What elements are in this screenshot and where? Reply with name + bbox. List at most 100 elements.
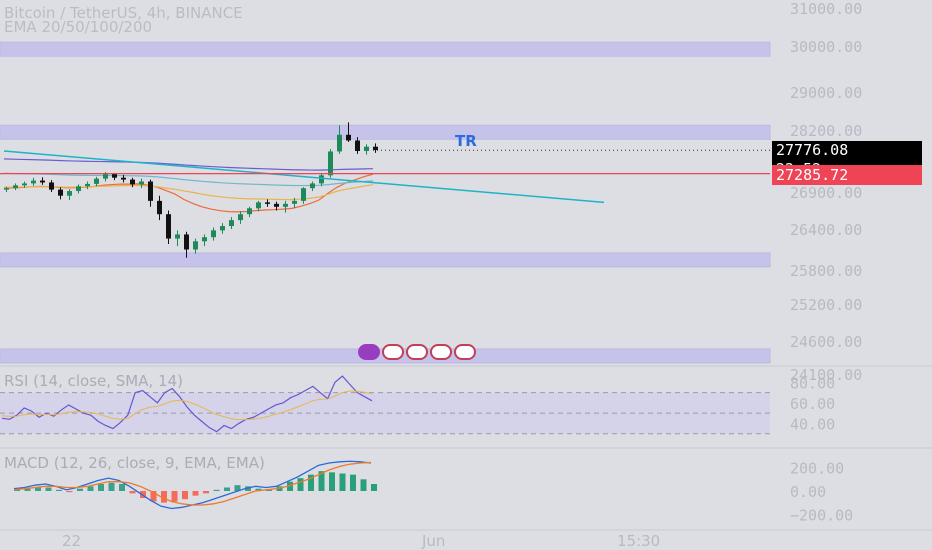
macd-histogram-bar: [360, 479, 367, 491]
macd-histogram-bar: [192, 491, 199, 496]
candle-body: [238, 214, 243, 221]
rsi-band: [0, 392, 770, 434]
candle-body: [175, 234, 180, 239]
candle-body: [76, 186, 81, 192]
macd-histogram-bar: [329, 472, 335, 491]
macd-histogram-bar: [14, 489, 20, 491]
macd-histogram-bar: [213, 489, 220, 491]
macd-histogram-bar: [287, 481, 293, 491]
macd-tick-label: 0.00: [790, 483, 826, 501]
candle-body: [310, 183, 315, 189]
macd-tick-label: 200.00: [790, 460, 844, 478]
macd-histogram-bar: [245, 486, 251, 491]
price-tick-label: 24600.00: [790, 333, 862, 351]
macd-histogram-bar: [45, 487, 52, 491]
macd-histogram-bar: [203, 491, 209, 494]
macd-histogram-bar: [87, 486, 94, 491]
macd-tick-label: −200.00: [790, 506, 853, 524]
price-zone: [0, 41, 771, 57]
macd-histogram-bar: [371, 484, 377, 491]
candle-body: [337, 134, 342, 152]
candle-body: [22, 183, 27, 186]
candle-body: [355, 140, 360, 151]
candle-body: [283, 203, 288, 207]
lightning-icon[interactable]: [358, 344, 380, 360]
price-tick-label: 30000.00: [790, 38, 862, 56]
last-price: 27776.08: [776, 141, 849, 159]
price-tick-label: 31000.00: [790, 0, 862, 18]
candle-body: [13, 185, 18, 189]
macd-histogram-bar: [308, 474, 314, 491]
time-tick-label: 15:30: [617, 532, 660, 550]
us-flag-icon[interactable]: [430, 344, 452, 360]
rsi-tick-label: 80.00: [790, 374, 835, 392]
macd-histogram-bar: [224, 487, 230, 491]
candle-body: [58, 189, 63, 196]
candle-body: [256, 202, 261, 209]
macd-histogram-bar: [350, 474, 356, 491]
macd-histogram-bar: [161, 491, 167, 503]
macd-histogram-bar: [182, 491, 188, 500]
trend-line: [3, 150, 605, 204]
time-tick-label: 22: [62, 532, 81, 550]
price-tick-label: 29000.00: [790, 84, 862, 102]
us-flag-icon[interactable]: [454, 344, 476, 360]
candle-body: [301, 188, 306, 201]
candle-body: [373, 146, 378, 151]
rsi-tick-label: 40.00: [790, 415, 835, 433]
macd-histogram-bar: [24, 488, 31, 491]
line-price-badge: 27285.72: [772, 165, 922, 185]
macd-histogram-bar: [276, 486, 283, 491]
macd-histogram-bar: [140, 491, 146, 498]
candle-body: [139, 181, 144, 185]
price-tick-label: 25200.00: [790, 296, 862, 314]
candle-body: [112, 173, 117, 178]
candle-body: [121, 177, 126, 180]
macd-histogram-bar: [171, 491, 178, 502]
macd-histogram-bar: [318, 471, 325, 491]
candle-body: [166, 214, 171, 239]
candle-body: [328, 151, 333, 176]
macd-histogram-bar: [297, 478, 304, 491]
ema-100-line: [3, 172, 374, 187]
candle-body: [274, 203, 279, 207]
price-tick-label: 26900.00: [790, 184, 862, 202]
candle-body: [148, 181, 153, 201]
candle-body: [319, 175, 324, 184]
candle-body: [4, 188, 9, 190]
time-tick-label: Jun: [421, 532, 445, 550]
candle-body: [103, 173, 108, 179]
candle-body: [346, 134, 351, 141]
candle-body: [229, 220, 234, 227]
candle-body: [49, 182, 54, 190]
candle-body: [67, 191, 72, 196]
macd-label: MACD (12, 26, close, 9, EMA, EMA): [4, 454, 265, 472]
price-zone: [0, 124, 771, 140]
candle-body: [265, 202, 270, 204]
price-tick-label: 25800.00: [790, 262, 862, 280]
macd-histogram-bar: [66, 491, 73, 493]
rsi-label: RSI (14, close, SMA, 14): [4, 372, 183, 390]
candle-body: [211, 230, 216, 238]
macd-histogram-bar: [266, 489, 272, 491]
candle-body: [193, 241, 198, 250]
annotation-text: TR: [455, 132, 477, 150]
candle-body: [85, 183, 90, 187]
macd-histogram-bar: [108, 482, 115, 491]
macd-histogram-bar: [234, 485, 241, 491]
candle-body: [247, 208, 252, 215]
rsi-line: [1, 375, 373, 433]
ema-200-line: [3, 158, 374, 171]
macd-histogram-bar: [77, 488, 83, 491]
event-icons: [358, 344, 476, 360]
macd-histogram-bar: [339, 473, 346, 491]
candle-body: [31, 180, 36, 184]
price-tick-label: 28200.00: [790, 122, 862, 140]
candle-body: [202, 237, 207, 242]
us-flag-icon[interactable]: [406, 344, 428, 360]
indicator-label: EMA 20/50/100/200: [4, 18, 153, 36]
us-flag-icon[interactable]: [382, 344, 404, 360]
candle-body: [184, 234, 189, 250]
macd-histogram-bar: [98, 484, 104, 491]
candle-body: [364, 146, 369, 151]
